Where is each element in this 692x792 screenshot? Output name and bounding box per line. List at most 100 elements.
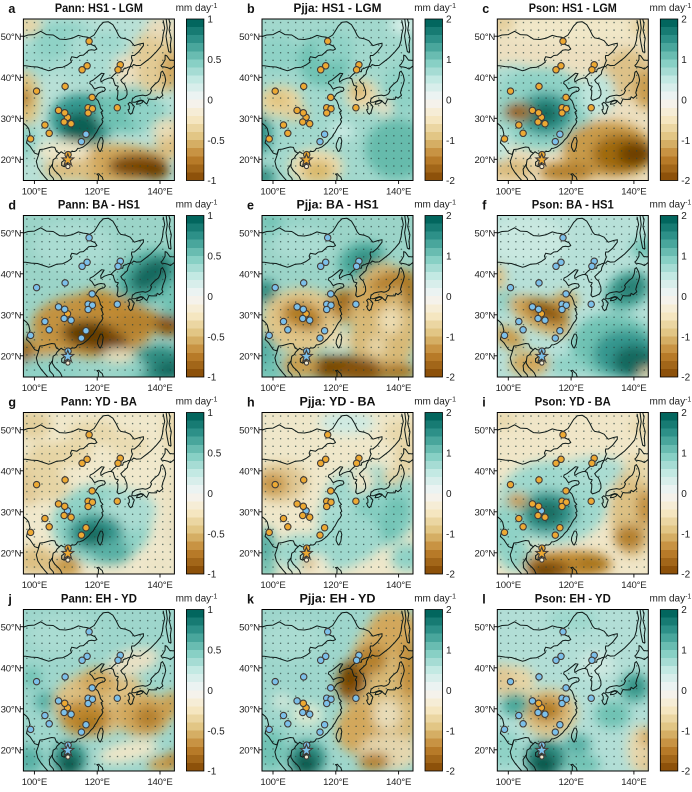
svg-text:c: c [482, 2, 489, 16]
svg-text:140°E: 140°E [386, 580, 411, 591]
svg-text:140°E: 140°E [147, 580, 172, 591]
svg-text:Pson: BA - HS1: Pson: BA - HS1 [532, 198, 614, 212]
svg-text:mm day-1: mm day-1 [414, 200, 456, 211]
svg-text:-0.5: -0.5 [207, 529, 225, 540]
svg-text:40°N: 40°N [1, 466, 22, 477]
svg-text:Pson: YD - BA: Pson: YD - BA [535, 395, 611, 409]
svg-text:100°E: 100°E [22, 383, 47, 394]
svg-text:Pson: HS1 - LGM: Pson: HS1 - LGM [529, 1, 617, 15]
svg-text:100°E: 100°E [22, 777, 47, 787]
svg-text:120°E: 120°E [323, 777, 348, 787]
svg-text:-1: -1 [207, 767, 216, 778]
svg-text:120°E: 120°E [85, 187, 110, 198]
svg-text:120°E: 120°E [323, 187, 348, 198]
svg-text:140°E: 140°E [147, 383, 172, 394]
svg-text:40°N: 40°N [1, 269, 22, 280]
svg-text:2: 2 [446, 211, 452, 222]
svg-text:mm day-1: mm day-1 [414, 594, 456, 605]
svg-text:0: 0 [681, 686, 687, 697]
svg-text:a: a [8, 2, 16, 16]
svg-text:1: 1 [207, 408, 213, 419]
svg-text:1: 1 [681, 646, 687, 657]
svg-text:100°E: 100°E [260, 777, 285, 787]
svg-text:b: b [247, 2, 255, 16]
svg-text:140°E: 140°E [621, 777, 646, 787]
svg-text:30°N: 30°N [474, 114, 495, 125]
svg-text:-2: -2 [681, 767, 690, 778]
svg-text:mm day-1: mm day-1 [176, 3, 218, 14]
svg-text:Pjja: HS1 - LGM: Pjja: HS1 - LGM [294, 1, 382, 15]
svg-text:2: 2 [681, 605, 687, 616]
svg-text:40°N: 40°N [239, 466, 260, 477]
svg-text:1: 1 [207, 211, 213, 222]
svg-text:20°N: 20°N [239, 155, 260, 166]
svg-text:-2: -2 [681, 176, 690, 187]
svg-text:50°N: 50°N [239, 228, 260, 239]
svg-text:0: 0 [446, 489, 452, 500]
svg-text:-0.5: -0.5 [207, 726, 225, 737]
svg-text:mm day-1: mm day-1 [650, 3, 692, 14]
svg-text:50°N: 50°N [1, 622, 22, 633]
svg-text:100°E: 100°E [496, 383, 521, 394]
svg-text:0: 0 [446, 96, 452, 107]
svg-text:40°N: 40°N [239, 663, 260, 674]
svg-text:50°N: 50°N [1, 425, 22, 436]
svg-text:40°N: 40°N [474, 73, 495, 84]
svg-text:-2: -2 [446, 570, 455, 581]
svg-text:120°E: 120°E [558, 580, 583, 591]
svg-text:50°N: 50°N [1, 228, 22, 239]
svg-text:mm day-1: mm day-1 [414, 397, 456, 408]
svg-text:120°E: 120°E [323, 580, 348, 591]
svg-text:20°N: 20°N [239, 745, 260, 756]
svg-text:30°N: 30°N [474, 704, 495, 715]
svg-text:50°N: 50°N [239, 622, 260, 633]
svg-text:100°E: 100°E [260, 383, 285, 394]
svg-text:Pson: EH - YD: Pson: EH - YD [535, 592, 611, 606]
svg-text:Pjja: EH - YD: Pjja: EH - YD [300, 592, 376, 606]
svg-text:-1: -1 [446, 529, 455, 540]
svg-text:0.5: 0.5 [207, 55, 221, 66]
svg-text:140°E: 140°E [621, 187, 646, 198]
svg-text:-1: -1 [207, 373, 216, 384]
svg-text:-1: -1 [207, 570, 216, 581]
svg-text:20°N: 20°N [474, 351, 495, 362]
svg-text:50°N: 50°N [239, 425, 260, 436]
svg-text:1: 1 [207, 15, 213, 26]
svg-text:120°E: 120°E [85, 383, 110, 394]
svg-text:i: i [482, 396, 485, 410]
svg-text:0: 0 [207, 489, 213, 500]
svg-text:Pann: EH - YD: Pann: EH - YD [61, 592, 137, 606]
svg-text:100°E: 100°E [22, 187, 47, 198]
svg-text:0: 0 [446, 292, 452, 303]
svg-text:0: 0 [446, 686, 452, 697]
svg-text:140°E: 140°E [147, 777, 172, 787]
svg-text:0.5: 0.5 [207, 646, 221, 657]
svg-text:2: 2 [681, 211, 687, 222]
svg-text:-0.5: -0.5 [207, 136, 225, 147]
svg-text:120°E: 120°E [558, 187, 583, 198]
svg-text:1: 1 [446, 449, 452, 460]
svg-text:140°E: 140°E [621, 580, 646, 591]
svg-text:2: 2 [681, 15, 687, 26]
svg-text:140°E: 140°E [386, 383, 411, 394]
svg-text:-1: -1 [681, 332, 690, 343]
svg-text:Pann: HS1 - LGM: Pann: HS1 - LGM [55, 1, 143, 15]
svg-text:-1: -1 [681, 136, 690, 147]
svg-text:50°N: 50°N [1, 32, 22, 43]
svg-text:50°N: 50°N [239, 32, 260, 43]
svg-text:-2: -2 [446, 767, 455, 778]
svg-text:20°N: 20°N [474, 155, 495, 166]
svg-text:20°N: 20°N [474, 548, 495, 559]
svg-text:50°N: 50°N [474, 32, 495, 43]
svg-text:100°E: 100°E [496, 580, 521, 591]
svg-text:mm day-1: mm day-1 [176, 594, 218, 605]
svg-text:50°N: 50°N [474, 425, 495, 436]
svg-text:30°N: 30°N [1, 310, 22, 321]
svg-text:0: 0 [207, 96, 213, 107]
svg-text:50°N: 50°N [474, 228, 495, 239]
svg-text:h: h [247, 396, 255, 410]
svg-text:-2: -2 [681, 570, 690, 581]
svg-text:100°E: 100°E [260, 187, 285, 198]
svg-text:-1: -1 [446, 136, 455, 147]
svg-text:30°N: 30°N [1, 507, 22, 518]
